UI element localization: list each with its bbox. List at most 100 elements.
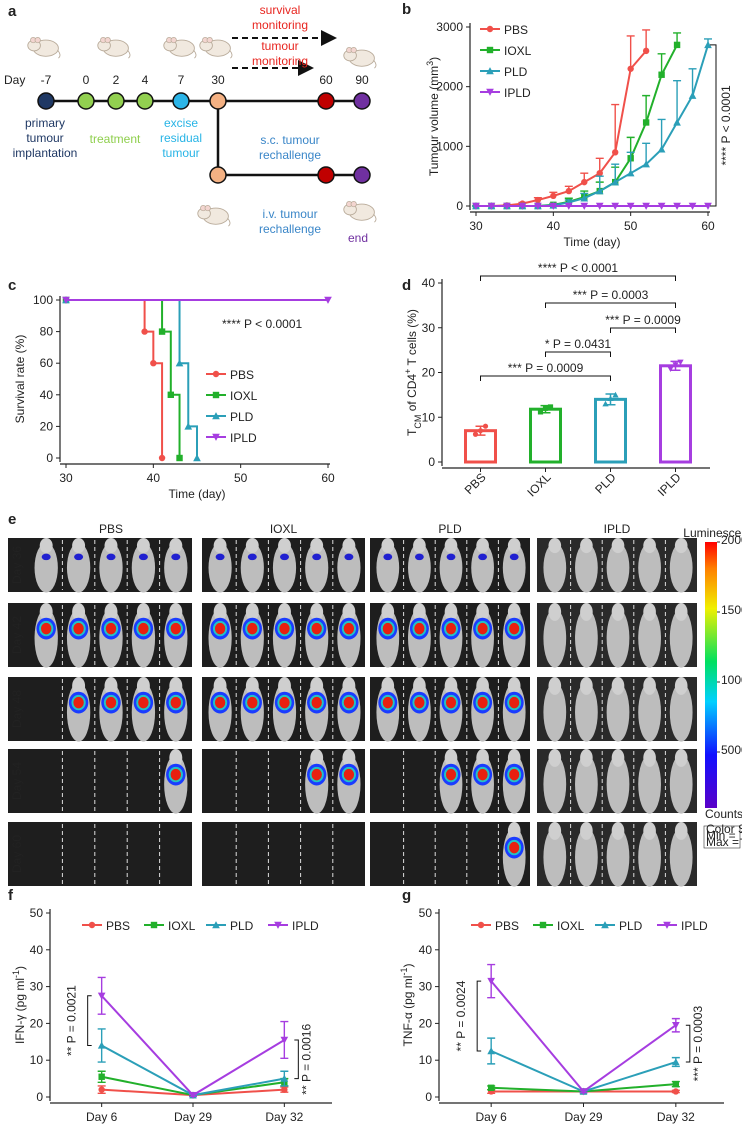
x-axis-label: Time (day) [564,235,621,249]
series-line [101,1044,285,1097]
x-tick-label: Day 6 [475,1110,507,1124]
timeline-annotation: treatment [90,132,141,146]
legend-label: IPLD [230,431,257,445]
signal [247,553,257,561]
significance-label: *** P = 0.0003 [691,1006,705,1082]
row-label: Day 42 [10,616,24,654]
colorbar-tick-label: 20000 [721,533,742,547]
row-label: Day 60 [10,835,24,873]
signal [343,696,355,709]
row-label: Day 36 [10,546,24,584]
colorbar [705,542,717,808]
marker [212,921,220,929]
mouse-head [476,538,489,554]
marker [176,454,183,462]
marker [487,1084,495,1091]
annotation-line: excise [164,116,198,130]
signal [41,553,51,561]
mouse-image [669,542,693,593]
mouse-image [669,754,693,814]
signal [41,622,52,635]
marker [212,412,220,420]
signal [105,622,117,635]
mouse-image [638,542,661,593]
error-bar [611,103,620,153]
significance-bracket [476,980,482,1052]
mouse-image [606,608,630,668]
mouse-head [381,538,395,554]
mouse-image [439,542,463,593]
mouse-head [310,677,324,695]
mouse-image [240,542,264,593]
signal [247,696,258,709]
signal [311,622,322,635]
mouse-head [245,603,259,621]
marker [280,1036,289,1044]
legend-label: PLD [230,410,254,424]
step-line [66,299,198,458]
significance-bracket [685,1024,691,1063]
signal [477,696,488,709]
signal [106,553,116,561]
marker [472,431,479,437]
signal [138,696,149,709]
signal [279,622,290,635]
timeline-annotation: s.c. tumour rechallenge [259,133,321,162]
marker [98,1086,105,1093]
timeline-node [317,166,335,184]
y-tick-label: 60 [40,356,54,370]
annotation-line: implantation [13,146,78,160]
y-axis-label-part: -1 [11,970,21,978]
significance-bracket [545,302,676,308]
y-tick-label: 20 [40,419,54,433]
marker [97,1041,106,1049]
significance-bracket [710,44,717,207]
marker [671,1022,680,1030]
marker [677,359,684,366]
mouse-image [606,754,630,814]
signal [414,696,425,709]
signal [445,768,457,781]
error-bar [688,68,697,96]
timeline-annotation: primary tumour implantation [13,116,78,160]
marker [667,366,674,373]
y-axis-label-part: T [405,428,419,436]
mouse-head [72,538,86,554]
colorbar-tick-label: 5000 [721,743,742,757]
x-tick-label: 50 [234,471,248,485]
marker [150,360,157,367]
annotation-line: rechallenge [259,148,321,162]
mouse-head [580,677,593,695]
mouse-icon [27,36,61,59]
image-panel [202,822,365,886]
legend-label: IPLD [504,86,531,100]
marker [657,202,666,210]
y-axis-label: TCM of CD4+ T cells (%) [403,309,423,436]
y-axis-label-part: Tumour volume (mm [427,66,441,176]
annotation-line: treatment [90,132,141,146]
timeline-node [136,92,154,110]
signal [509,841,520,854]
timeline-annotation: end [348,231,368,245]
marker [62,296,70,304]
panel-letter: f [8,887,14,904]
mouse-image [669,682,693,742]
mouse-head [342,749,356,767]
y-tick-label: 10 [422,410,436,424]
y-tick-label: 30 [422,321,436,335]
mouse-head [413,538,426,554]
signal [170,622,181,635]
marker [487,977,496,985]
signal [477,768,488,781]
marker [626,169,635,177]
x-tick-label: 30 [59,471,73,485]
y-tick-label: 3000 [436,20,463,34]
legend-label: IOXL [168,919,196,933]
mouse-head [39,538,53,554]
mouse-image [606,682,630,742]
mouse-image [638,754,661,814]
y-tick-label: 10 [419,1053,433,1067]
mouse-image [164,542,188,593]
marker [88,921,96,929]
